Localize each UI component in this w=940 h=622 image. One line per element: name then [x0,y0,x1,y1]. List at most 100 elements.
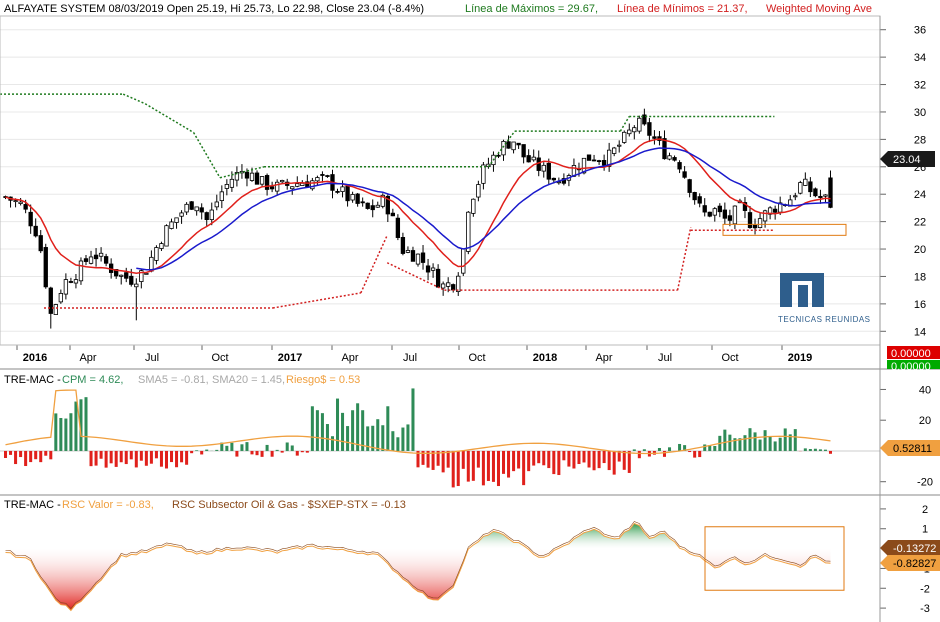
macd-bar [728,434,732,451]
macd-bar [305,450,309,453]
candle-body [667,155,672,160]
macd-bar [295,450,299,456]
max-line-segment [487,130,516,168]
macd-bar [557,450,561,476]
candle-body [33,225,38,237]
candle-body [798,182,803,194]
candle-body [707,211,712,217]
macd-bar [185,450,189,465]
wma-legend: Weighted Moving Ave [766,3,872,15]
candle-body [340,186,345,192]
candle-body [98,252,104,257]
rsc-subsector-badge: -0.13272 [880,540,940,556]
candle-body [672,157,677,161]
macd-tick-label: 40 [919,384,931,396]
macd-bar [270,450,274,457]
macd-bar [522,450,526,486]
macd-bar [597,450,601,469]
macd-bar [139,450,143,461]
candle-body [315,177,320,182]
candle-body [380,194,385,207]
candle-body [682,171,687,178]
macd-bar [451,450,455,488]
candle-body [264,175,270,190]
macd-bar [612,450,616,475]
macd-bar [602,450,606,464]
macd-bar [220,442,224,451]
max-line-segment [619,116,630,132]
candle-body [78,260,84,282]
macd-bar [300,450,304,453]
macd-bar [637,450,641,459]
macd-bar [109,450,113,464]
candle-body [762,210,768,222]
macd-bar [753,432,757,451]
candle-body [813,188,818,197]
candle-body [742,202,748,211]
candle-body [506,141,511,149]
macd-bar [119,450,123,463]
candle-body [365,202,370,209]
macd-bar [642,449,646,451]
candle-body [692,192,697,201]
macd-sma20-legend: SMA20 = 1.45, [212,374,285,386]
macd-bar [622,450,626,470]
price-tick-label: 20 [914,244,926,256]
macd-bar [537,450,541,464]
candle-body [818,195,823,198]
candle-body [687,179,692,193]
x-axis-label: 2017 [278,352,302,364]
rsc-valor-badge: -0.82827 [880,555,940,571]
candle-body [234,172,240,181]
candle-body [244,171,250,179]
macd-bar [275,449,279,451]
candle-body [757,218,763,228]
price-panel-frame [0,15,881,346]
candle-body [400,237,406,254]
rsc-tick-label: -2 [920,583,930,595]
candle-body [345,185,350,202]
candle-body [717,205,722,213]
macd-sma5-legend: SMA5 = -0.81, [138,374,209,386]
macd-bar [144,450,148,466]
x-axis-label: Apr [595,352,612,364]
macd-bar [195,450,199,451]
candle-body [697,196,702,204]
candle-body [395,217,401,238]
macd-bar [698,450,702,458]
rsc-valor-legend: RSC Valor = -0.83, [62,499,154,511]
watermark-text: TECNICAS REUNIDAS [778,315,871,324]
macd-bar [336,398,340,451]
x-axis-label: Oct [721,352,738,364]
macd-bar [491,450,495,482]
macd-bar [129,450,133,460]
macd-bar [190,450,194,454]
price-tick-label: 24 [914,189,926,201]
candle-body [767,207,773,215]
candle-body [425,265,431,273]
candle-body [83,258,89,262]
candle-body [526,155,531,163]
candle-body [375,204,380,208]
macd-bar [748,428,752,451]
candle-body [209,209,214,221]
candle-body [214,201,219,208]
candle-body [320,174,325,176]
x-axis-label: Jul [403,352,417,364]
macd-bar [808,449,812,451]
candle-body [516,142,521,146]
candle-body [546,162,551,180]
rsc-valor-badge-text: -0.82827 [893,558,936,570]
grid-lines: 1416182022242628303234364020-2021-1-2-32… [0,25,933,615]
rsc-valor-line [5,522,831,612]
candle-body [229,178,235,188]
candle-body [58,293,64,303]
candle-body [390,212,396,217]
macd-bar [778,437,782,451]
macd-bar [632,449,636,451]
macd-bar [773,441,777,451]
macd-bar [376,419,380,451]
price-tick-label: 32 [914,80,926,92]
candle-body [174,217,179,223]
macd-bar [24,450,28,467]
